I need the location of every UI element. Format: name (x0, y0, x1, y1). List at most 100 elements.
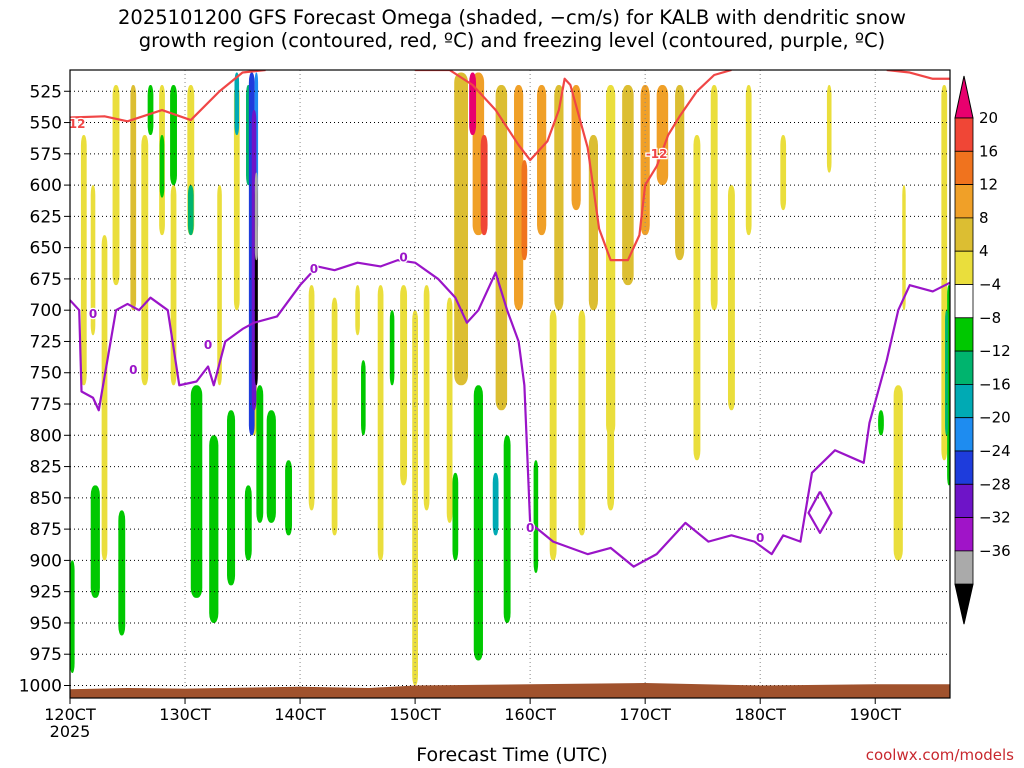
colorbar-label: −20 (979, 409, 1011, 427)
omega-shaded-cell (254, 172, 258, 261)
omega-shaded-cell (285, 460, 293, 536)
y-axis: 525 550 575 600 625 650 675 700 725 750 775 800 825 8… (19, 82, 70, 696)
omega-shaded-cell (377, 285, 384, 561)
contour-label: 0 (310, 262, 318, 276)
colorbar-swatch (954, 350, 974, 385)
colorbar-swatch (954, 450, 974, 485)
x-tick-label: 160CT (504, 705, 556, 724)
omega-shaded-cell (473, 385, 483, 661)
omega-shaded-cell (533, 460, 539, 573)
surface-ground-band (70, 682, 950, 698)
x-tick-year-label: 2025 (50, 722, 91, 741)
contour-label: 0 (89, 307, 97, 321)
omega-shaded-cell (112, 85, 120, 286)
omega-shaded-cell (693, 135, 701, 461)
x-tick-label: 180CT (734, 705, 786, 724)
colorbar-swatch (954, 383, 974, 419)
freezing-level-contour (70, 259, 950, 568)
y-tick-label: 825 (30, 458, 62, 478)
colorbar-swatch (954, 550, 974, 585)
contour-label: 0 (526, 521, 534, 535)
y-tick-label: 900 (30, 551, 62, 571)
colorbar-label: −12 (979, 342, 1011, 360)
omega-shaded-cell (454, 72, 469, 386)
colorbar-swatch (954, 284, 974, 319)
x-axis-title: Forecast Time (UTC) (416, 744, 608, 766)
x-axis: 120CT 130CT 140CT 150CT 160CT 170CT 180CT 190CT… (44, 698, 901, 741)
colorbar-swatch (954, 250, 974, 285)
colorbar-label: −24 (979, 442, 1011, 460)
omega-shaded-cell (389, 310, 395, 386)
omega-shaded-cell (217, 185, 222, 386)
contour-label: -12 (646, 147, 668, 161)
x-tick-label: 120CT (44, 705, 96, 724)
contour-label: 0 (399, 251, 407, 265)
omega-shaded-cell (446, 297, 453, 523)
colorbar-swatch (954, 483, 974, 518)
y-tick-label: 700 (30, 301, 62, 321)
colorbar-label: −8 (979, 309, 1001, 327)
y-tick-label: 525 (30, 82, 62, 102)
omega-shaded-cell (902, 185, 906, 311)
y-tick-label: 925 (30, 583, 62, 603)
omega-shaded-cell (233, 85, 240, 311)
y-tick-label: 550 (30, 114, 62, 134)
omega-shaded-cell (159, 135, 165, 198)
y-tick-label: 600 (30, 176, 62, 196)
omega-shaded-cell (480, 135, 488, 236)
omega-shaded-cell (234, 72, 240, 136)
omega-shaded-cell (622, 85, 634, 286)
omega-shading-layer (70, 72, 950, 686)
omega-shaded-cell (331, 297, 338, 536)
omega-shaded-cell (893, 385, 903, 561)
x-tick-label: 150CT (389, 705, 441, 724)
contour-label: -12 (64, 117, 86, 131)
y-tick-label: 950 (30, 614, 62, 634)
omega-shaded-cell (656, 85, 669, 186)
y-tick-label: 875 (30, 520, 62, 540)
y-tick-label: 575 (30, 145, 62, 165)
omega-shaded-cell (80, 135, 87, 386)
omega-shaded-cell (308, 285, 315, 511)
omega-shaded-cell (266, 410, 276, 523)
omega-shaded-cell (495, 85, 508, 411)
colorbar-swatch (954, 517, 974, 552)
omega-shaded-cell (118, 510, 126, 636)
plot-frame (69, 69, 951, 699)
omega-shaded-cell (578, 310, 586, 536)
dendritic-snow-growth-region-contour (415, 70, 732, 262)
omega-shaded-cell (141, 135, 149, 386)
y-tick-label: 650 (30, 239, 62, 259)
omega-shaded-cell (90, 485, 100, 598)
omega-shaded-cell (780, 135, 787, 211)
y-tick-label: 850 (30, 489, 62, 509)
omega-shaded-cell (400, 285, 408, 486)
colorbar-label: 12 (979, 176, 998, 194)
omega-shaded-cell (826, 85, 832, 173)
y-tick-label: 625 (30, 207, 62, 227)
ground-surface (70, 682, 950, 698)
y-tick-label: 975 (30, 645, 62, 665)
omega-shaded-cell (130, 85, 137, 311)
colorbar-swatch (954, 417, 974, 452)
contour-label: 0 (204, 338, 212, 352)
omega-shaded-cell (101, 235, 108, 561)
omega-shaded-cell (675, 85, 685, 261)
y-tick-label: 800 (30, 426, 62, 446)
y-tick-label: 1000 (19, 676, 62, 696)
omega-shaded-cell (727, 185, 735, 411)
colorbar-legend: 20 16 12 8 4 −4 −8 −12 −16 −20 −24 −28 −32 −36 (954, 75, 1011, 625)
omega-shaded-cell (355, 285, 360, 336)
omega-shaded-cell (190, 385, 203, 598)
y-tick-label: 775 (30, 395, 62, 415)
chart-title-line-2: growth region (contoured, red, ºC) and f… (138, 29, 886, 52)
colorbar-swatch (954, 217, 974, 252)
colorbar-swatch (954, 317, 974, 352)
omega-shaded-cell (170, 85, 177, 186)
contour-label: 0 (756, 531, 764, 545)
colorbar-swatch (954, 150, 974, 186)
chart-title-line-1: 2025101200 GFS Forecast Omega (shaded, −… (118, 6, 906, 29)
x-tick-label: 130CT (159, 705, 211, 724)
contour-label: 0 (129, 363, 137, 377)
